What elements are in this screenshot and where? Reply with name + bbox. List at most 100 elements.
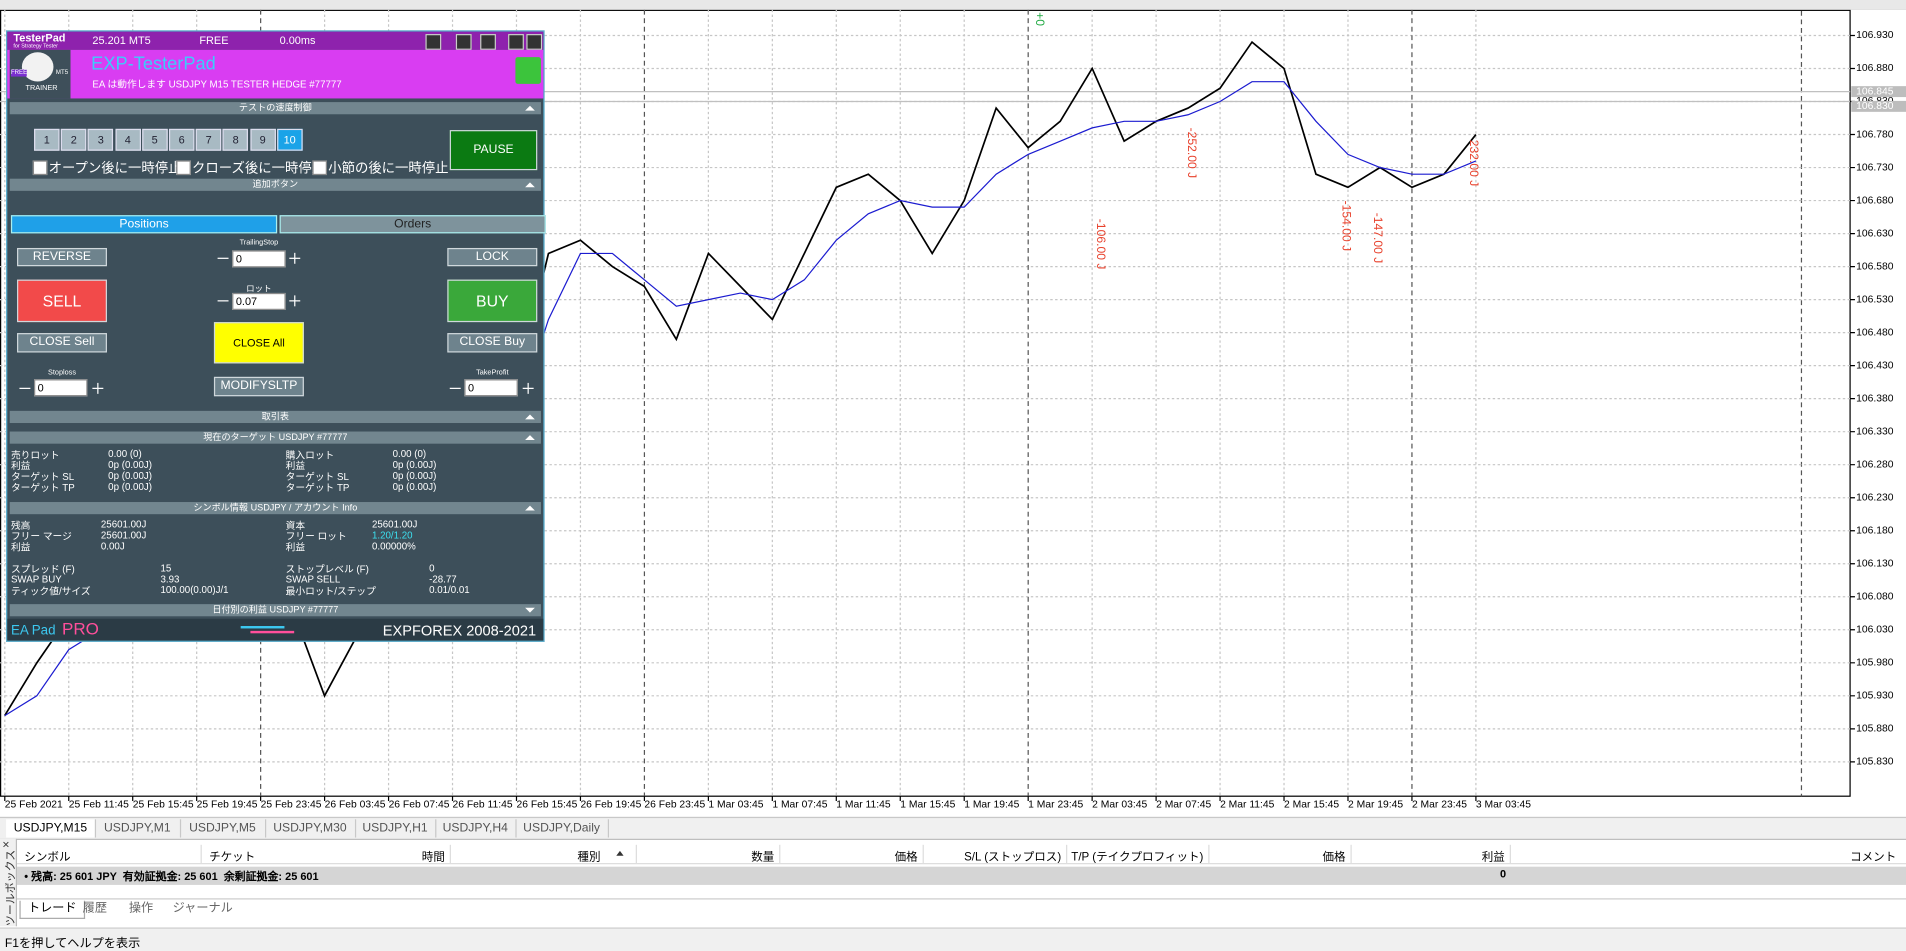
chart-tab[interactable]: USDJPY,M1 [95,819,182,838]
column-header[interactable]: S/L (ストップロス) [964,850,1062,865]
status-bar [0,927,1906,951]
info-cell: 0.00 (0) [392,448,427,460]
tab-positions[interactable]: Positions [10,215,278,234]
info-cell: 0p (0.00J) [108,470,152,482]
y-tick-label: 106.480 [1856,327,1894,338]
toolbox-tab[interactable]: 操作 [128,901,154,916]
y-tick-label: 106.230 [1856,492,1894,503]
modify-button[interactable]: MODIFYSLTP [213,376,304,397]
column-header[interactable]: チケット [209,850,256,865]
column-separator [200,844,202,864]
toolbox-tab[interactable]: 履歴 [82,901,107,916]
tab-orders[interactable]: Orders [279,215,546,234]
speed-button[interactable]: 3 [87,128,114,151]
close-icon[interactable] [526,34,543,50]
chart-tab[interactable]: USDJPY,H1 [355,819,437,838]
take-profit-input[interactable]: 0 [464,379,518,397]
sell-button[interactable]: SELL [17,279,107,323]
buy-button[interactable]: BUY [447,279,538,323]
speed-button[interactable]: 7 [195,128,222,151]
ea-panel: TesterPad for Strategy Tester 25.201 MT5… [6,30,546,642]
summary-text: • 残高: 25 601 JPY 有効証拠金: 25 601 余剰証拠金: 25… [24,870,319,883]
lot-input[interactable]: 0.07 [232,292,286,310]
column-separator [1509,844,1511,864]
y-tick-label: 106.130 [1856,558,1894,569]
toolbox-close[interactable]: × [2,838,10,853]
close-buy-button[interactable]: CLOSE Buy [447,333,538,353]
chart-tab[interactable]: USDJPY,M30 [265,819,357,838]
section-header: テストの速度制御 [9,102,541,115]
logo-label: FREE [10,69,28,77]
chart-tab[interactable]: USDJPY,H4 [435,819,517,838]
column-header[interactable]: 種別 [577,850,601,865]
toolbox-tab[interactable]: トレード [19,900,86,919]
help-icon[interactable] [455,34,472,50]
column-separator [1066,844,1068,864]
speed-button[interactable]: 8 [222,128,249,151]
checkbox[interactable] [32,160,48,176]
speed-button[interactable]: 10 [276,128,303,151]
info-cell: 0 [429,562,435,574]
checkbox[interactable] [176,160,191,176]
logo-badge [21,52,54,82]
speed-button[interactable]: 9 [249,128,276,151]
column-separator [922,844,924,864]
summary-profit: 0 [1499,867,1507,881]
price-label: 106.830 [1856,101,1894,112]
column-header[interactable]: 時間 [421,850,445,865]
checkbox-label: 小節の後に一時停止 [328,161,449,177]
checkbox-label: クローズ後に一時停止 [192,161,326,177]
column-header[interactable]: T/P (テイクプロフィット) [1071,850,1204,865]
plus-button[interactable] [289,252,301,264]
minus-button[interactable] [19,383,31,394]
speed-button[interactable]: 2 [61,128,87,151]
plus-button[interactable] [289,295,301,307]
column-header[interactable]: 価格 [1322,850,1346,865]
x-tick-label: 3 Mar 03:45 [1476,799,1531,810]
close-sell-button[interactable]: CLOSE Sell [17,333,107,353]
chart-tab[interactable]: USDJPY,M5 [180,819,267,838]
field-label: TakeProfit [476,369,509,377]
x-tick-label: 26 Feb 07:45 [389,799,450,810]
info-cell: 0p (0.00J) [108,481,152,493]
stoploss-input[interactable]: 0 [34,379,88,397]
chart-tab[interactable]: USDJPY,M15 [6,819,97,838]
minus-button[interactable] [449,383,461,394]
checkbox[interactable] [312,160,327,176]
plus-button[interactable] [522,382,534,394]
column-header[interactable]: 数量 [751,850,775,865]
info-cell: 最小ロット/ステップ [285,585,376,597]
sort-arrow [616,850,624,856]
settings-icon[interactable] [480,34,496,50]
info-cell: ストップレベル (F) [285,564,369,575]
y-tick-label: 105.980 [1856,658,1894,669]
lock-button[interactable]: LOCK [447,247,538,267]
toolbox-tab[interactable]: ジャーナル [172,901,233,916]
x-tick-label: 2 Mar 23:45 [1412,799,1467,810]
trailing-stop-input[interactable]: 0 [232,250,286,268]
minimize-icon[interactable] [508,34,524,50]
reverse-button[interactable]: REVERSE [17,247,107,267]
column-header[interactable]: 価格 [894,850,918,865]
x-tick-label: 2 Mar 11:45 [1220,799,1275,810]
close-all-button[interactable]: CLOSE All [213,322,304,364]
x-tick-label: 2 Mar 15:45 [1284,799,1339,810]
plus-button[interactable] [92,382,104,394]
speed-button[interactable]: 4 [114,128,141,151]
pause-button[interactable]: PAUSE [449,130,538,171]
column-header[interactable]: コメント [1850,850,1897,865]
speed-button[interactable]: 1 [34,128,60,151]
x-tick-label: 1 Mar 07:45 [772,799,827,810]
speed-button[interactable]: 5 [141,128,168,151]
minus-button[interactable] [217,253,229,264]
info-cell: 0.00000% [371,540,416,552]
minus-button[interactable] [217,295,229,306]
info-icon[interactable] [425,34,442,50]
chart-tab[interactable]: USDJPY,Daily [515,819,609,838]
speed-button[interactable]: 6 [168,128,195,151]
column-header[interactable]: 利益 [1481,850,1505,865]
info-cell: 利益 [285,542,306,554]
column-header[interactable]: シンボル [24,850,71,865]
x-tick-label: 1 Mar 23:45 [1028,799,1083,810]
y-tick-label: 106.030 [1856,625,1894,636]
